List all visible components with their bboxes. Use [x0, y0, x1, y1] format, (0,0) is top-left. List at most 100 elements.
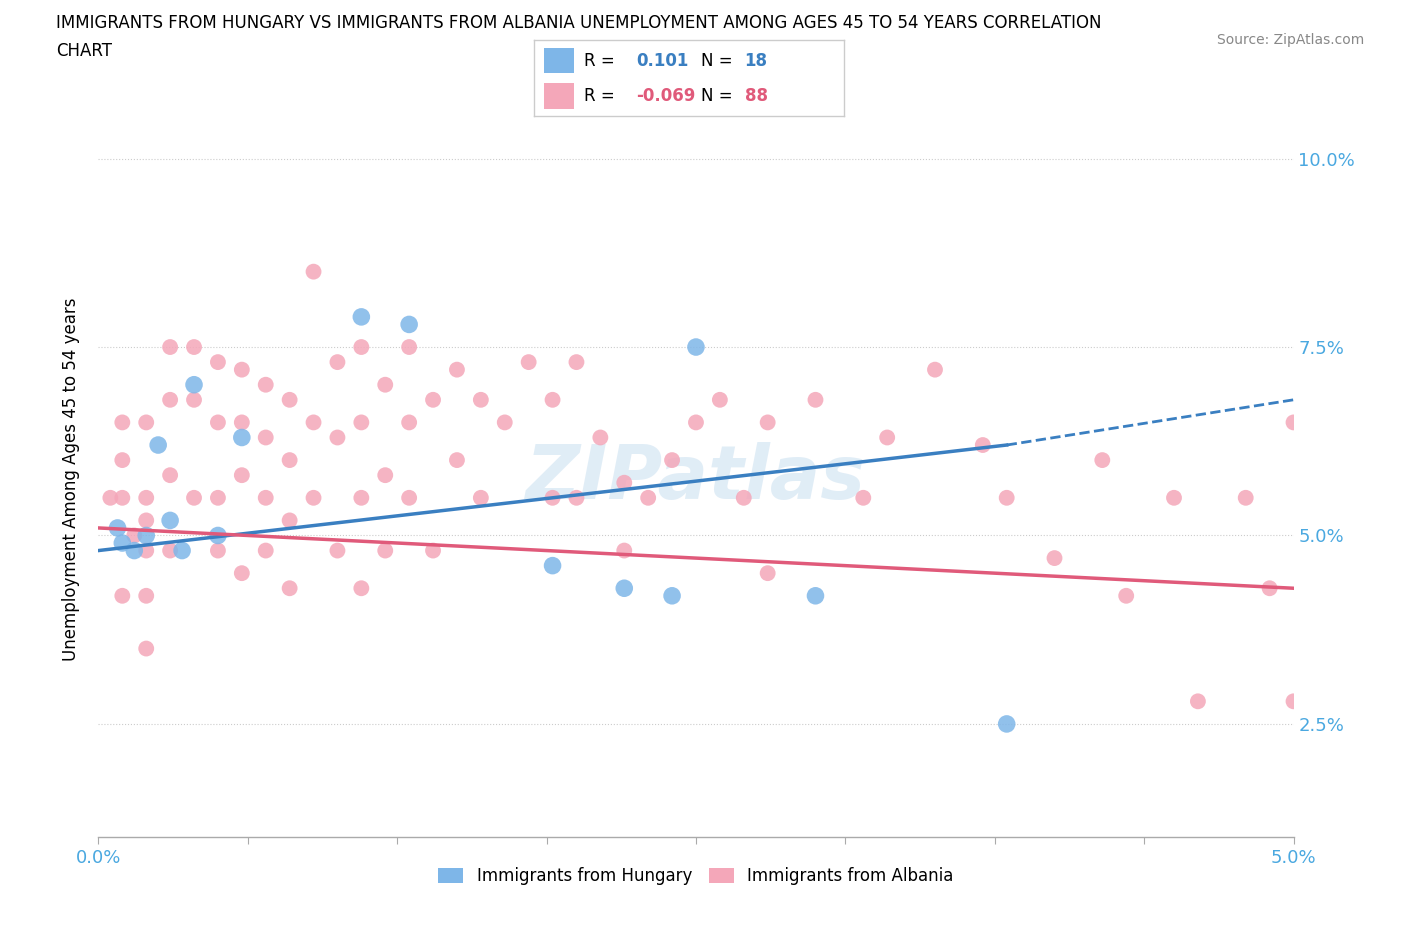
Point: [111, 453, 134, 468]
Point: [852, 490, 875, 505]
Point: [589, 430, 612, 445]
Bar: [544, 47, 575, 73]
Point: [183, 392, 205, 407]
Point: [398, 415, 420, 430]
Point: [995, 490, 1018, 505]
Point: [1282, 694, 1305, 709]
Point: [231, 415, 253, 430]
Point: [637, 490, 659, 505]
Point: [135, 415, 157, 430]
Point: [995, 716, 1018, 731]
Point: [972, 438, 994, 453]
Point: [1187, 694, 1209, 709]
Point: [302, 490, 325, 505]
Text: N =: N =: [702, 86, 733, 105]
Point: [326, 354, 349, 369]
Point: [159, 513, 181, 528]
Point: [207, 490, 229, 505]
Point: [613, 581, 636, 596]
Point: [541, 558, 564, 573]
Point: [159, 339, 181, 354]
Point: [302, 415, 325, 430]
Point: [1258, 581, 1281, 596]
Point: [876, 430, 898, 445]
Point: [159, 468, 181, 483]
Text: -0.069: -0.069: [637, 86, 696, 105]
Text: R =: R =: [583, 86, 614, 105]
Point: [398, 317, 420, 332]
Text: 88: 88: [745, 86, 768, 105]
Point: [111, 589, 134, 604]
Point: [470, 392, 492, 407]
Text: 18: 18: [745, 51, 768, 70]
Point: [1282, 415, 1305, 430]
Point: [685, 339, 707, 354]
Legend: Immigrants from Hungary, Immigrants from Albania: Immigrants from Hungary, Immigrants from…: [430, 858, 962, 893]
Point: [135, 513, 157, 528]
Point: [111, 415, 134, 430]
Point: [398, 339, 420, 354]
Text: Source: ZipAtlas.com: Source: ZipAtlas.com: [1216, 33, 1364, 46]
Point: [565, 490, 588, 505]
Point: [350, 310, 373, 325]
Bar: [544, 84, 575, 109]
Point: [422, 543, 444, 558]
Point: [350, 490, 373, 505]
Point: [278, 581, 301, 596]
Point: [517, 354, 540, 369]
Point: [302, 264, 325, 279]
Point: [1043, 551, 1066, 565]
Point: [541, 490, 564, 505]
Point: [661, 453, 683, 468]
Point: [172, 543, 194, 558]
Point: [111, 490, 134, 505]
Point: [148, 438, 170, 453]
Point: [733, 490, 755, 505]
Point: [278, 513, 301, 528]
Point: [613, 475, 636, 490]
Point: [254, 490, 277, 505]
Point: [494, 415, 516, 430]
Point: [124, 543, 146, 558]
Point: [398, 490, 420, 505]
Point: [374, 378, 396, 392]
Point: [374, 468, 396, 483]
Point: [685, 415, 707, 430]
Point: [350, 415, 373, 430]
Point: [135, 589, 157, 604]
Point: [1234, 490, 1257, 505]
Point: [350, 339, 373, 354]
Point: [565, 354, 588, 369]
Point: [1115, 589, 1137, 604]
Text: IMMIGRANTS FROM HUNGARY VS IMMIGRANTS FROM ALBANIA UNEMPLOYMENT AMONG AGES 45 TO: IMMIGRANTS FROM HUNGARY VS IMMIGRANTS FR…: [56, 14, 1102, 32]
Point: [111, 536, 134, 551]
Text: R =: R =: [583, 51, 614, 70]
Text: N =: N =: [702, 51, 733, 70]
Point: [1163, 490, 1185, 505]
Point: [107, 521, 129, 536]
Point: [183, 490, 205, 505]
Point: [470, 490, 492, 505]
Point: [159, 543, 181, 558]
Point: [231, 565, 253, 580]
Point: [350, 581, 373, 596]
Point: [159, 392, 181, 407]
Point: [207, 354, 229, 369]
Point: [231, 430, 253, 445]
Point: [98, 490, 122, 505]
Point: [231, 468, 253, 483]
Point: [446, 362, 468, 377]
Text: 0.101: 0.101: [637, 51, 689, 70]
Point: [135, 641, 157, 656]
Point: [254, 378, 277, 392]
Point: [183, 339, 205, 354]
Point: [804, 589, 827, 604]
Point: [207, 528, 229, 543]
Point: [541, 392, 564, 407]
Point: [374, 543, 396, 558]
Point: [326, 430, 349, 445]
Point: [709, 392, 731, 407]
Text: ZIPatlas: ZIPatlas: [526, 443, 866, 515]
Point: [135, 543, 157, 558]
Point: [661, 589, 683, 604]
